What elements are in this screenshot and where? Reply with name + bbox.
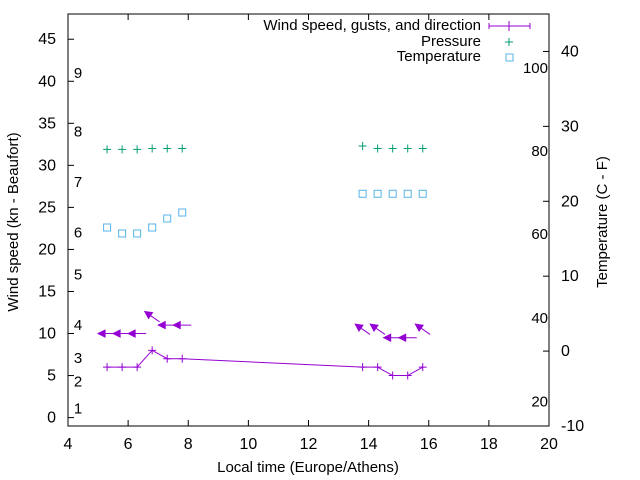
x-tick-label: 18 — [480, 436, 498, 453]
marks-layer — [96, 142, 431, 380]
wind-speed-point — [388, 371, 397, 380]
pressure-point — [373, 144, 382, 153]
beaufort-label: 9 — [74, 65, 82, 82]
y2-tick-label: -10 — [561, 418, 584, 435]
x-tick-label: 4 — [64, 436, 73, 453]
fahrenheit-label: 20 — [531, 393, 548, 410]
pressure-point — [163, 144, 172, 153]
y-tick-label: 30 — [38, 157, 56, 174]
wind-speed-point — [163, 354, 172, 363]
beaufort-label: 8 — [74, 124, 82, 141]
legend-label-pressure: Pressure — [421, 33, 481, 50]
beaufort-label: 6 — [74, 225, 82, 242]
y-axis-title: Wind speed (kn - Beaufort) — [5, 132, 22, 311]
temperature-point — [418, 189, 427, 198]
legend-label-wind: Wind speed, gusts, and direction — [263, 17, 481, 34]
legend-label-temperature: Temperature — [397, 48, 481, 65]
x-axis-title: Local time (Europe/Athens) — [217, 459, 399, 476]
fahrenheit-label: 40 — [531, 310, 548, 327]
wind-speed-point — [118, 363, 127, 372]
beaufort-label: 2 — [74, 373, 82, 390]
wind-speed-point — [358, 363, 367, 372]
gust-arrow-head — [382, 333, 392, 343]
axes-layer: 4 6 8 10 12 14 16 18 20051015202530354045-100102… — [38, 14, 584, 453]
gust-arrow-head — [397, 333, 407, 343]
y-tick-label: 25 — [38, 199, 56, 216]
y2-tick-label: 40 — [561, 43, 579, 60]
temperature-point — [373, 189, 382, 198]
gust-arrow-head — [96, 329, 106, 338]
x-tick-label: 14 — [360, 436, 378, 453]
y-tick-label: 10 — [38, 326, 56, 343]
beaufort-label: 3 — [74, 350, 82, 367]
temperature-point — [388, 189, 397, 198]
pressure-point — [358, 142, 367, 151]
y-tick-label: 20 — [38, 241, 56, 258]
fahrenheit-label: 100 — [523, 60, 548, 77]
y-tick-label: 40 — [38, 73, 56, 90]
legend-swatch-temperature — [505, 53, 514, 62]
y2-axis-title: Temperature (C - F) — [594, 156, 611, 288]
gust-arrow-head — [143, 310, 154, 320]
beaufort-label: 4 — [74, 317, 82, 334]
y2-tick-label: 30 — [561, 118, 579, 135]
gust-arrow-head — [172, 320, 181, 330]
y2-tick-label: 0 — [561, 343, 570, 360]
y-tick-label: 0 — [47, 410, 56, 427]
pressure-point — [178, 144, 187, 153]
y-tick-label: 45 — [38, 31, 56, 48]
x-tick-label: 12 — [300, 436, 318, 453]
x-tick-label: 20 — [540, 436, 558, 453]
y-tick-label: 35 — [38, 115, 56, 132]
temperature-point — [178, 208, 187, 217]
y2-tick-label: 20 — [561, 193, 579, 210]
y2-tick-label: 10 — [561, 268, 579, 285]
fahrenheit-label: 60 — [531, 226, 548, 243]
beaufort-label: 1 — [74, 400, 82, 417]
gust-arrow-head — [414, 323, 424, 332]
beaufort-label: 7 — [74, 174, 82, 191]
beaufort-label: 5 — [74, 267, 82, 284]
legend-swatch-wind-ticks — [488, 21, 531, 31]
gust-arrow-head — [127, 329, 136, 338]
temperature-point — [403, 189, 412, 198]
temperature-point — [118, 229, 127, 238]
y-tick-label: 5 — [47, 368, 56, 385]
pressure-point — [388, 144, 397, 153]
wind-speed-point — [103, 363, 112, 372]
gust-arrow-head — [369, 323, 379, 332]
wind-speed-point — [178, 354, 187, 363]
pressure-point — [118, 145, 127, 154]
pressure-point — [103, 145, 112, 154]
temperature-point — [133, 229, 142, 238]
x-tick-label: 16 — [420, 436, 438, 453]
pressure-point — [403, 144, 412, 153]
wind-speed-point — [148, 346, 157, 355]
x-tick-label: 6 — [124, 436, 133, 453]
wind-speed-line — [107, 349, 423, 377]
x-tick-label: 8 — [184, 436, 193, 453]
legend-swatch-pressure — [505, 38, 513, 46]
temperature-point — [103, 223, 112, 232]
gust-arrow-head — [354, 323, 364, 332]
wind-speed-point — [373, 363, 382, 372]
gust-arrow-head — [157, 320, 166, 330]
temperature-point — [163, 214, 172, 223]
x-tick-label: 10 — [239, 436, 257, 453]
wind-speed-point — [403, 371, 412, 380]
wind-speed-point — [133, 363, 142, 372]
temperature-point — [358, 189, 367, 198]
fahrenheit-label: 80 — [531, 143, 548, 160]
wind-speed-point — [418, 363, 427, 372]
pressure-point — [418, 144, 427, 153]
legend: Wind speed, gusts, and direction Pressur… — [263, 17, 531, 65]
y-tick-label: 15 — [38, 283, 56, 300]
temperature-point — [148, 223, 157, 232]
pressure-point — [148, 144, 157, 153]
gust-arrow-head — [111, 329, 121, 338]
pressure-point — [133, 145, 142, 154]
